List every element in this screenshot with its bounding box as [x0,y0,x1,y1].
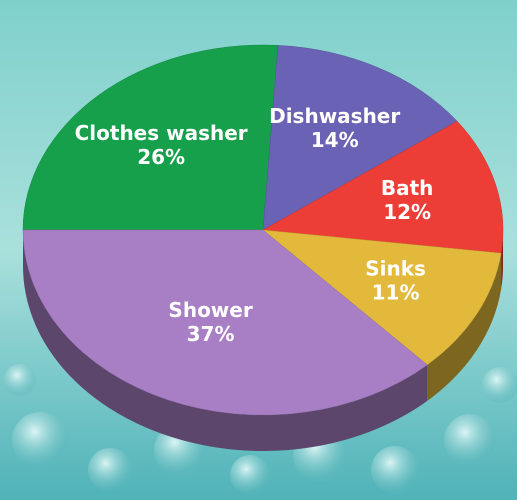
pie-slice [262,45,458,231]
slice-label: Dishwasher [269,104,400,128]
slice-label: Sinks [365,257,426,281]
slice-label: Bath [381,176,434,200]
slice-value-label: 12% [383,200,431,224]
slice-value-label: 37% [187,322,235,346]
pie-slice [22,44,279,231]
slice-value-label: 14% [311,128,359,152]
pie-side [501,230,503,290]
pie-slice [262,120,504,254]
pie-side [427,253,502,401]
pie-slice [22,229,428,416]
slice-value-label: 26% [137,145,185,169]
pie-slice [262,229,502,366]
slice-label: Shower [168,298,252,322]
pie-side [22,230,428,451]
slice-value-label: 11% [372,281,420,305]
slice-label: Clothes washer [75,121,248,145]
